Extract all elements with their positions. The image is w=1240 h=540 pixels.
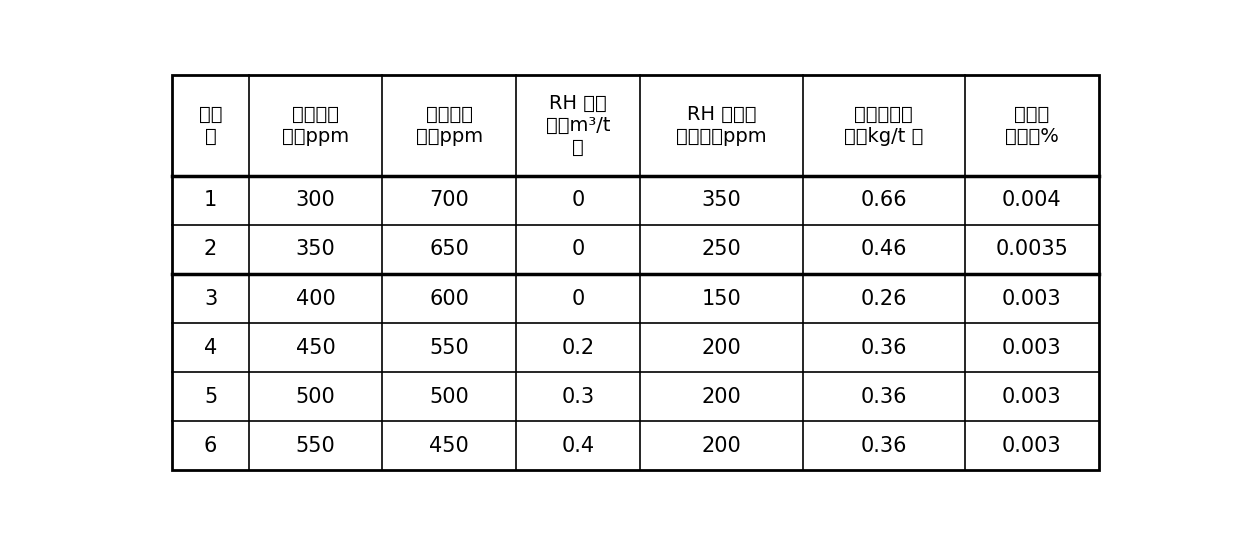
Text: 0.36: 0.36	[861, 338, 908, 357]
Text: 0.003: 0.003	[1002, 387, 1061, 407]
Text: 500: 500	[295, 387, 336, 407]
Text: RH 吹氧
量，m³/t
钢: RH 吹氧 量，m³/t 钢	[546, 94, 610, 157]
Text: 1: 1	[203, 191, 217, 211]
Text: 0.003: 0.003	[1002, 288, 1061, 308]
Text: 600: 600	[429, 288, 469, 308]
Text: 200: 200	[702, 436, 742, 456]
Text: 0.46: 0.46	[861, 240, 908, 260]
Text: 转炉终点
碳，ppm: 转炉终点 碳，ppm	[281, 105, 350, 146]
Text: 0: 0	[572, 288, 585, 308]
Text: 350: 350	[295, 240, 336, 260]
Text: 200: 200	[702, 338, 742, 357]
Text: 0.003: 0.003	[1002, 436, 1061, 456]
Text: RH 脱碳后
氧含量，ppm: RH 脱碳后 氧含量，ppm	[676, 105, 766, 146]
Text: 250: 250	[702, 240, 742, 260]
Text: 0.4: 0.4	[562, 436, 595, 456]
Text: 550: 550	[295, 436, 336, 456]
Text: 实施
例: 实施 例	[198, 105, 222, 146]
Text: 4: 4	[203, 338, 217, 357]
Text: 0.003: 0.003	[1002, 338, 1061, 357]
Text: 350: 350	[702, 191, 742, 211]
Text: 0.36: 0.36	[861, 436, 908, 456]
Text: 200: 200	[702, 387, 742, 407]
Text: 0: 0	[572, 240, 585, 260]
Text: 450: 450	[429, 436, 469, 456]
Text: 400: 400	[295, 288, 336, 308]
Text: 0.26: 0.26	[861, 288, 908, 308]
Text: 终脱氧加铝
量，kg/t 钢: 终脱氧加铝 量，kg/t 钢	[844, 105, 924, 146]
Text: 5: 5	[203, 387, 217, 407]
Text: 0.2: 0.2	[562, 338, 595, 357]
Text: 150: 150	[702, 288, 742, 308]
Text: 500: 500	[429, 387, 469, 407]
Text: 0.66: 0.66	[861, 191, 908, 211]
Text: 300: 300	[295, 191, 336, 211]
Text: 0.0035: 0.0035	[996, 240, 1069, 260]
Text: 2: 2	[203, 240, 217, 260]
Text: 450: 450	[295, 338, 336, 357]
Text: 0.3: 0.3	[562, 387, 595, 407]
Text: 转炉终点
氧，ppm: 转炉终点 氧，ppm	[415, 105, 482, 146]
Text: 成品硅
含量，%: 成品硅 含量，%	[1004, 105, 1059, 146]
Text: 0.36: 0.36	[861, 387, 908, 407]
Text: 0: 0	[572, 191, 585, 211]
Text: 650: 650	[429, 240, 469, 260]
Text: 6: 6	[203, 436, 217, 456]
Text: 550: 550	[429, 338, 469, 357]
Text: 0.004: 0.004	[1002, 191, 1061, 211]
Text: 3: 3	[203, 288, 217, 308]
Text: 700: 700	[429, 191, 469, 211]
